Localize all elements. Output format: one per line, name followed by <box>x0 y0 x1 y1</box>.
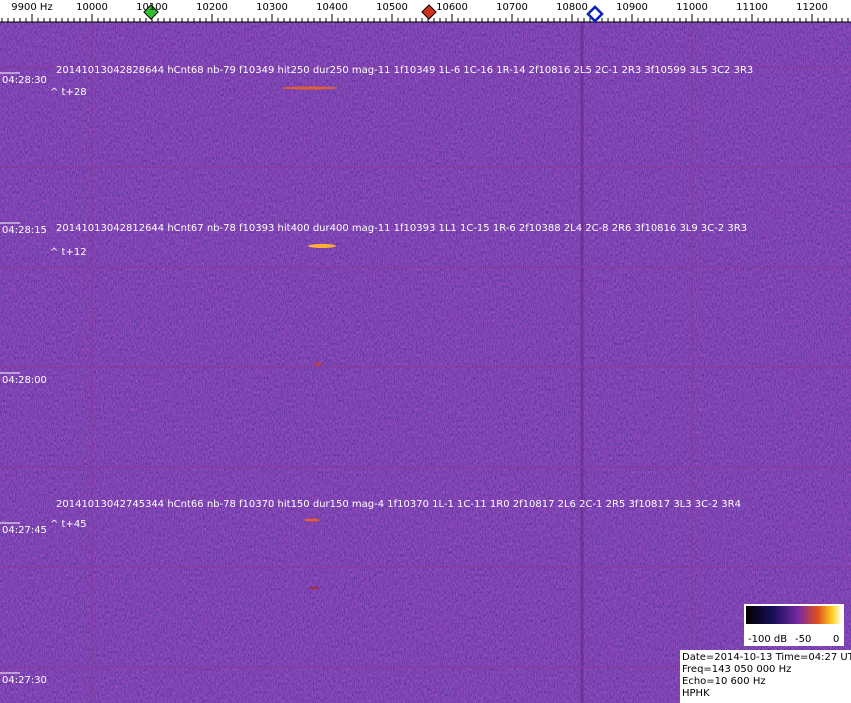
time-label: 04:28:30 <box>2 75 47 86</box>
time-label: 04:27:30 <box>2 675 47 686</box>
tick-label: 10300 <box>256 2 288 13</box>
info-line: Echo=10 600 Hz <box>682 676 766 687</box>
tick-label: 10400 <box>316 2 348 13</box>
event-text: 20141013042812644 hCnt67 nb-78 f10393 hi… <box>56 223 747 234</box>
markers <box>143 4 604 23</box>
tick-label: 10200 <box>196 2 228 13</box>
tick-label: 11000 <box>676 2 708 13</box>
colorbar-label: -50 <box>795 634 811 645</box>
tick-label: 10800 <box>556 2 588 13</box>
tick-label: 11200 <box>796 2 828 13</box>
event-offset: ^ t+12 <box>50 247 87 258</box>
tick-label: 9900 Hz <box>11 2 52 13</box>
time-label: 04:27:45 <box>2 525 47 536</box>
colorbar-label: 0 <box>833 634 839 645</box>
tick-label: 10100 <box>136 2 168 13</box>
tick-label: 10000 <box>76 2 108 13</box>
tick-label: 10700 <box>496 2 528 13</box>
tick-label: 10900 <box>616 2 648 13</box>
tick-label: 10500 <box>376 2 408 13</box>
event-text: 20141013042828644 hCnt68 nb-79 f10349 hi… <box>56 65 753 76</box>
time-label: 04:28:15 <box>2 225 47 236</box>
event-text: 20141013042745344 hCnt66 nb-78 f10370 hi… <box>56 499 741 510</box>
info-line: HPHK <box>682 688 710 699</box>
colorbar-label: -100 dB <box>748 634 787 645</box>
noise <box>0 22 851 703</box>
event-offset: ^ t+45 <box>50 519 87 530</box>
colorbar: -100 dB -50 0 <box>744 604 844 646</box>
info-line: Date=2014-10-13 Time=04:27 UTC <box>682 652 851 663</box>
tick-label: 11100 <box>736 2 768 13</box>
time-label: 04:28:00 <box>2 375 47 386</box>
echoes <box>282 86 338 590</box>
event-offset: ^ t+28 <box>50 87 87 98</box>
info-box <box>680 650 851 703</box>
tick-label: 10600 <box>436 2 468 13</box>
info-line: Freq=143 050 000 Hz <box>682 664 791 675</box>
